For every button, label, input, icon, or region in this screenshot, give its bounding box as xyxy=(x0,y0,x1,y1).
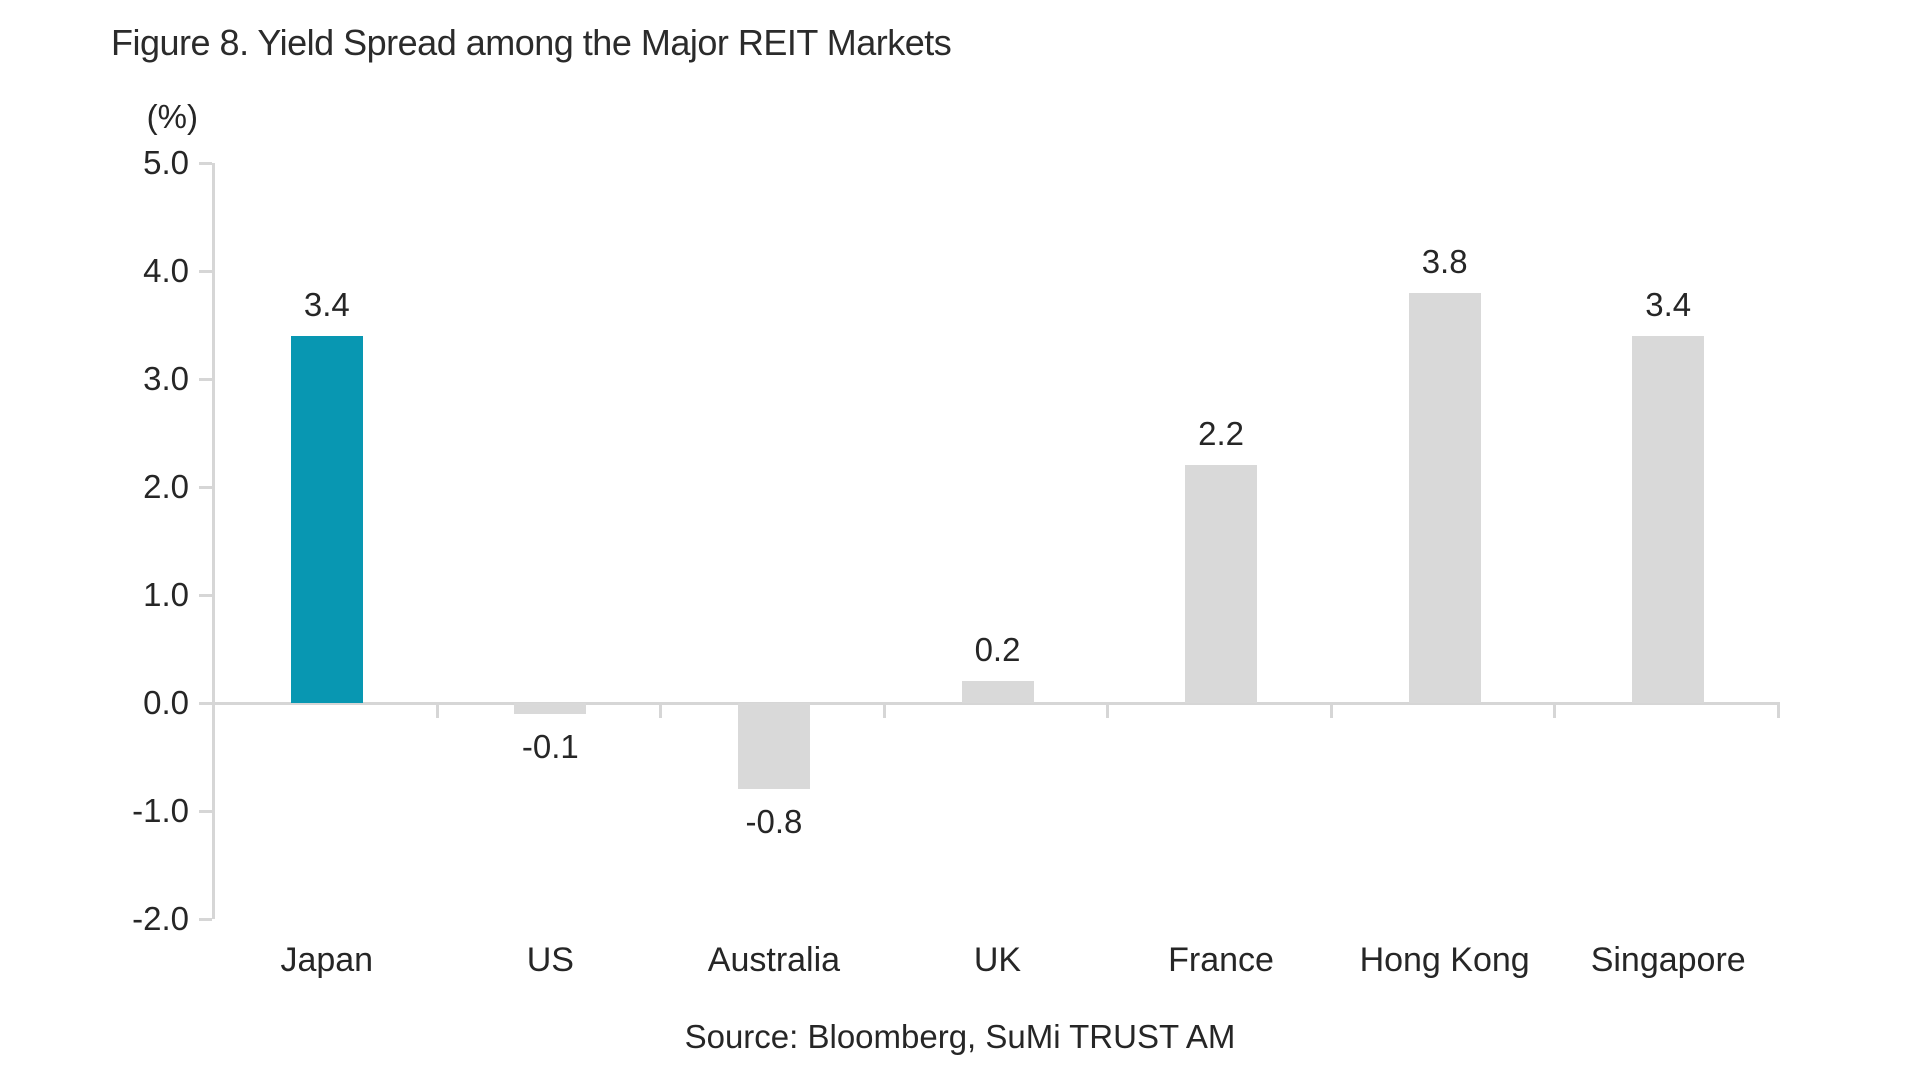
y-axis-tick-label: 1.0 xyxy=(143,576,189,613)
bar-hong-kong xyxy=(1408,292,1481,703)
y-axis-tick-label: -1.0 xyxy=(132,792,189,829)
y-axis-tick xyxy=(199,270,212,273)
bar-value-label-hong-kong: 3.8 xyxy=(1421,242,1468,280)
y-axis-tick xyxy=(199,594,212,597)
x-axis-label-hong-kong: Hong Kong xyxy=(1359,941,1530,979)
bar-us xyxy=(514,703,587,714)
bar-france xyxy=(1185,465,1258,703)
x-axis-tick xyxy=(1329,704,1333,718)
x-axis-tick xyxy=(435,704,439,718)
y-axis-tick-label: 5.0 xyxy=(143,144,189,181)
x-axis-label-us: US xyxy=(526,941,574,979)
source-caption: Source: Bloomberg, SuMi TRUST AM xyxy=(684,1018,1236,1055)
x-axis-baseline xyxy=(215,702,1780,705)
y-axis-tick-label: 4.0 xyxy=(143,252,189,289)
bar-value-label-singapore: 3.4 xyxy=(1645,285,1692,323)
bar-value-label-australia: -0.8 xyxy=(745,803,803,841)
x-axis-tick xyxy=(1106,704,1110,718)
x-axis-label-japan: Japan xyxy=(280,941,374,979)
bar-value-label-uk: 0.2 xyxy=(974,631,1021,669)
x-axis-tick xyxy=(882,704,886,718)
y-axis-tick xyxy=(199,162,212,165)
y-axis-line xyxy=(212,163,215,919)
y-axis-tick xyxy=(199,810,212,813)
chart-title: Figure 8. Yield Spread among the Major R… xyxy=(111,22,952,63)
bar-australia xyxy=(737,703,810,790)
x-axis-label-france: France xyxy=(1168,941,1274,979)
x-axis-tick xyxy=(1777,704,1780,718)
x-axis-tick xyxy=(1553,704,1557,718)
y-axis-tick xyxy=(199,486,212,489)
x-axis-label-singapore: Singapore xyxy=(1590,941,1746,979)
y-axis-tick xyxy=(199,918,212,921)
bar-value-label-japan: 3.4 xyxy=(303,285,350,323)
y-axis-tick xyxy=(199,378,212,381)
y-axis-tick xyxy=(199,702,212,705)
y-axis-tick-label: 2.0 xyxy=(143,468,189,505)
bar-value-label-us: -0.1 xyxy=(521,727,579,765)
bar-value-label-france: 2.2 xyxy=(1198,415,1244,453)
x-axis-tick xyxy=(659,704,663,718)
y-axis-tick-label: 3.0 xyxy=(143,360,189,397)
y-axis-unit-label: (%) xyxy=(146,98,198,135)
bar-uk xyxy=(961,681,1034,703)
y-axis-tick-label: 0.0 xyxy=(143,684,189,721)
y-axis-tick-label: -2.0 xyxy=(132,900,189,937)
x-axis-label-uk: UK xyxy=(973,941,1022,979)
x-axis-label-australia: Australia xyxy=(707,941,841,979)
bar-japan xyxy=(290,335,363,703)
bar-singapore xyxy=(1632,335,1705,703)
